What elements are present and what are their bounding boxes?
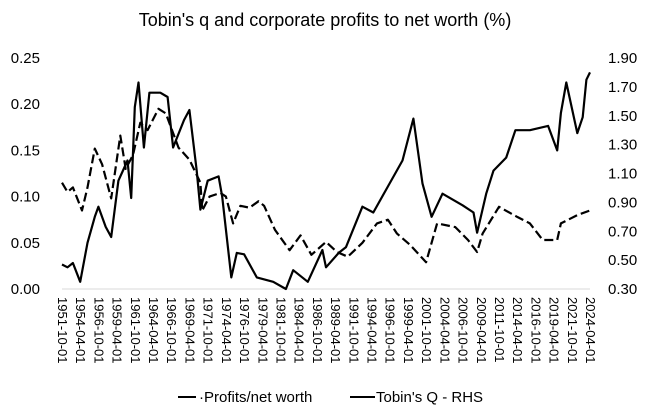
x-tick-label: 1971-10-01 xyxy=(201,297,216,364)
y2-tick-label: 0.30 xyxy=(608,281,637,298)
y2-tick-label: 0.50 xyxy=(608,252,637,269)
y-tick-label: 0.20 xyxy=(11,96,40,113)
y-tick-label: 0.10 xyxy=(11,189,40,206)
legend: ·Profits/net worth Tobin's Q - RHS xyxy=(178,389,483,406)
x-tick-label: 1956-10-01 xyxy=(91,297,106,364)
plot-area xyxy=(61,71,591,291)
x-tick-label: 2024-04-01 xyxy=(583,297,598,364)
x-tick-label: 2019-04-01 xyxy=(547,297,562,364)
series-line-profits-net-worth xyxy=(61,107,591,264)
right-y-axis: 0.30 0.50 0.70 0.90 1.10 1.30 1.50 1.70 1.90 xyxy=(608,50,637,298)
x-tick-label: 2006-10-01 xyxy=(456,297,471,364)
legend-label-tobins-q: Tobin's Q - RHS xyxy=(376,389,483,406)
x-axis: 1951-10-01 1954-04-01 1956-10-01 1959-04-01… xyxy=(55,297,598,364)
left-y-axis: 0.00 0.05 0.10 0.15 0.20 0.25 xyxy=(11,50,40,298)
x-tick-label: 2001-10-01 xyxy=(419,297,434,364)
x-tick-label: 2021-10-01 xyxy=(565,297,580,364)
x-tick-label: 1974-04-01 xyxy=(219,297,234,364)
x-tick-label: 1969-04-01 xyxy=(182,297,197,364)
x-tick-label: 1951-10-01 xyxy=(55,297,70,364)
x-tick-label: 1989-04-01 xyxy=(328,297,343,364)
series-line-tobins-q xyxy=(61,71,591,291)
y2-tick-label: 1.50 xyxy=(608,108,637,125)
x-tick-label: 1954-04-01 xyxy=(73,297,88,364)
x-tick-label: 1984-04-01 xyxy=(292,297,307,364)
x-tick-label: 2009-04-01 xyxy=(474,297,489,364)
x-tick-label: 1961-10-01 xyxy=(128,297,143,364)
x-tick-label: 2016-10-01 xyxy=(528,297,543,364)
x-tick-label: 1959-04-01 xyxy=(110,297,125,364)
y2-tick-label: 0.70 xyxy=(608,223,637,240)
x-tick-label: 1999-04-01 xyxy=(401,297,416,364)
x-tick-label: 1979-04-01 xyxy=(255,297,270,364)
legend-label-profits: ·Profits/net worth xyxy=(199,389,312,406)
x-tick-label: 2004-04-01 xyxy=(437,297,452,364)
x-tick-label: 1964-04-01 xyxy=(146,297,161,364)
y2-tick-label: 0.90 xyxy=(608,194,637,211)
y-tick-label: 0.15 xyxy=(11,142,40,159)
y-tick-label: 0.05 xyxy=(11,235,40,252)
x-tick-label: 1991-10-01 xyxy=(346,297,361,364)
x-tick-label: 1966-10-01 xyxy=(164,297,179,364)
x-tick-label: 1996-10-01 xyxy=(383,297,398,364)
y-tick-label: 0.25 xyxy=(11,50,40,67)
x-tick-label: 1976-10-01 xyxy=(237,297,252,364)
chart-title: Tobin's q and corporate profits to net w… xyxy=(139,10,512,30)
y-tick-label: 0.00 xyxy=(11,281,40,298)
x-tick-label: 1981-10-01 xyxy=(273,297,288,364)
x-tick-label: 1994-04-01 xyxy=(365,297,380,364)
y2-tick-label: 1.30 xyxy=(608,137,637,154)
x-tick-label: 1986-10-01 xyxy=(310,297,325,364)
x-tick-label: 2014-04-01 xyxy=(510,297,525,364)
y2-tick-label: 1.70 xyxy=(608,79,637,96)
y2-tick-label: 1.90 xyxy=(608,50,637,67)
x-tick-label: 2011-10-01 xyxy=(492,297,507,363)
y2-tick-label: 1.10 xyxy=(608,166,637,183)
